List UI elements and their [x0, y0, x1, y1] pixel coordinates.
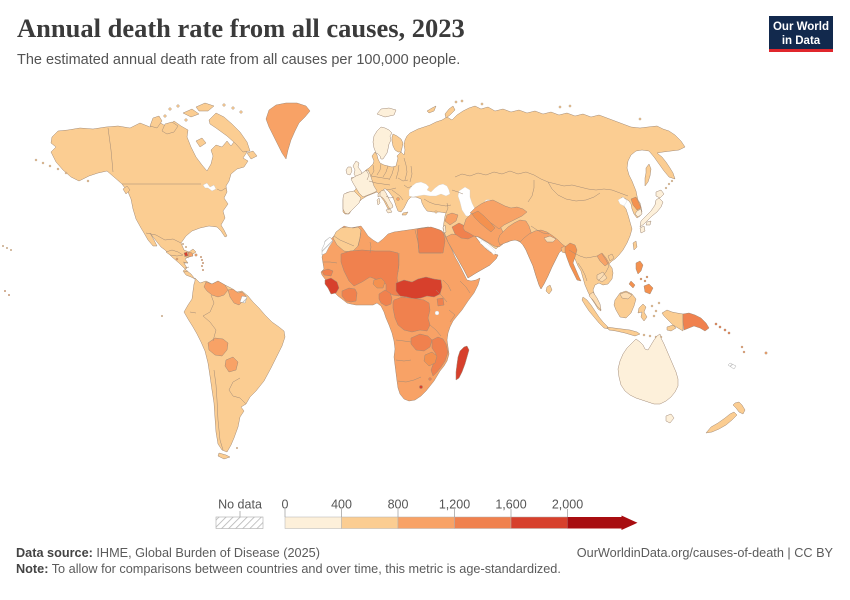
svg-text:2,000: 2,000 [552, 498, 583, 512]
svg-text:1,600: 1,600 [495, 498, 526, 512]
svg-text:800: 800 [388, 498, 409, 512]
svg-text:0: 0 [282, 498, 289, 512]
svg-text:400: 400 [331, 498, 352, 512]
svg-text:No data: No data [218, 498, 262, 512]
svg-text:1,200: 1,200 [439, 498, 470, 512]
